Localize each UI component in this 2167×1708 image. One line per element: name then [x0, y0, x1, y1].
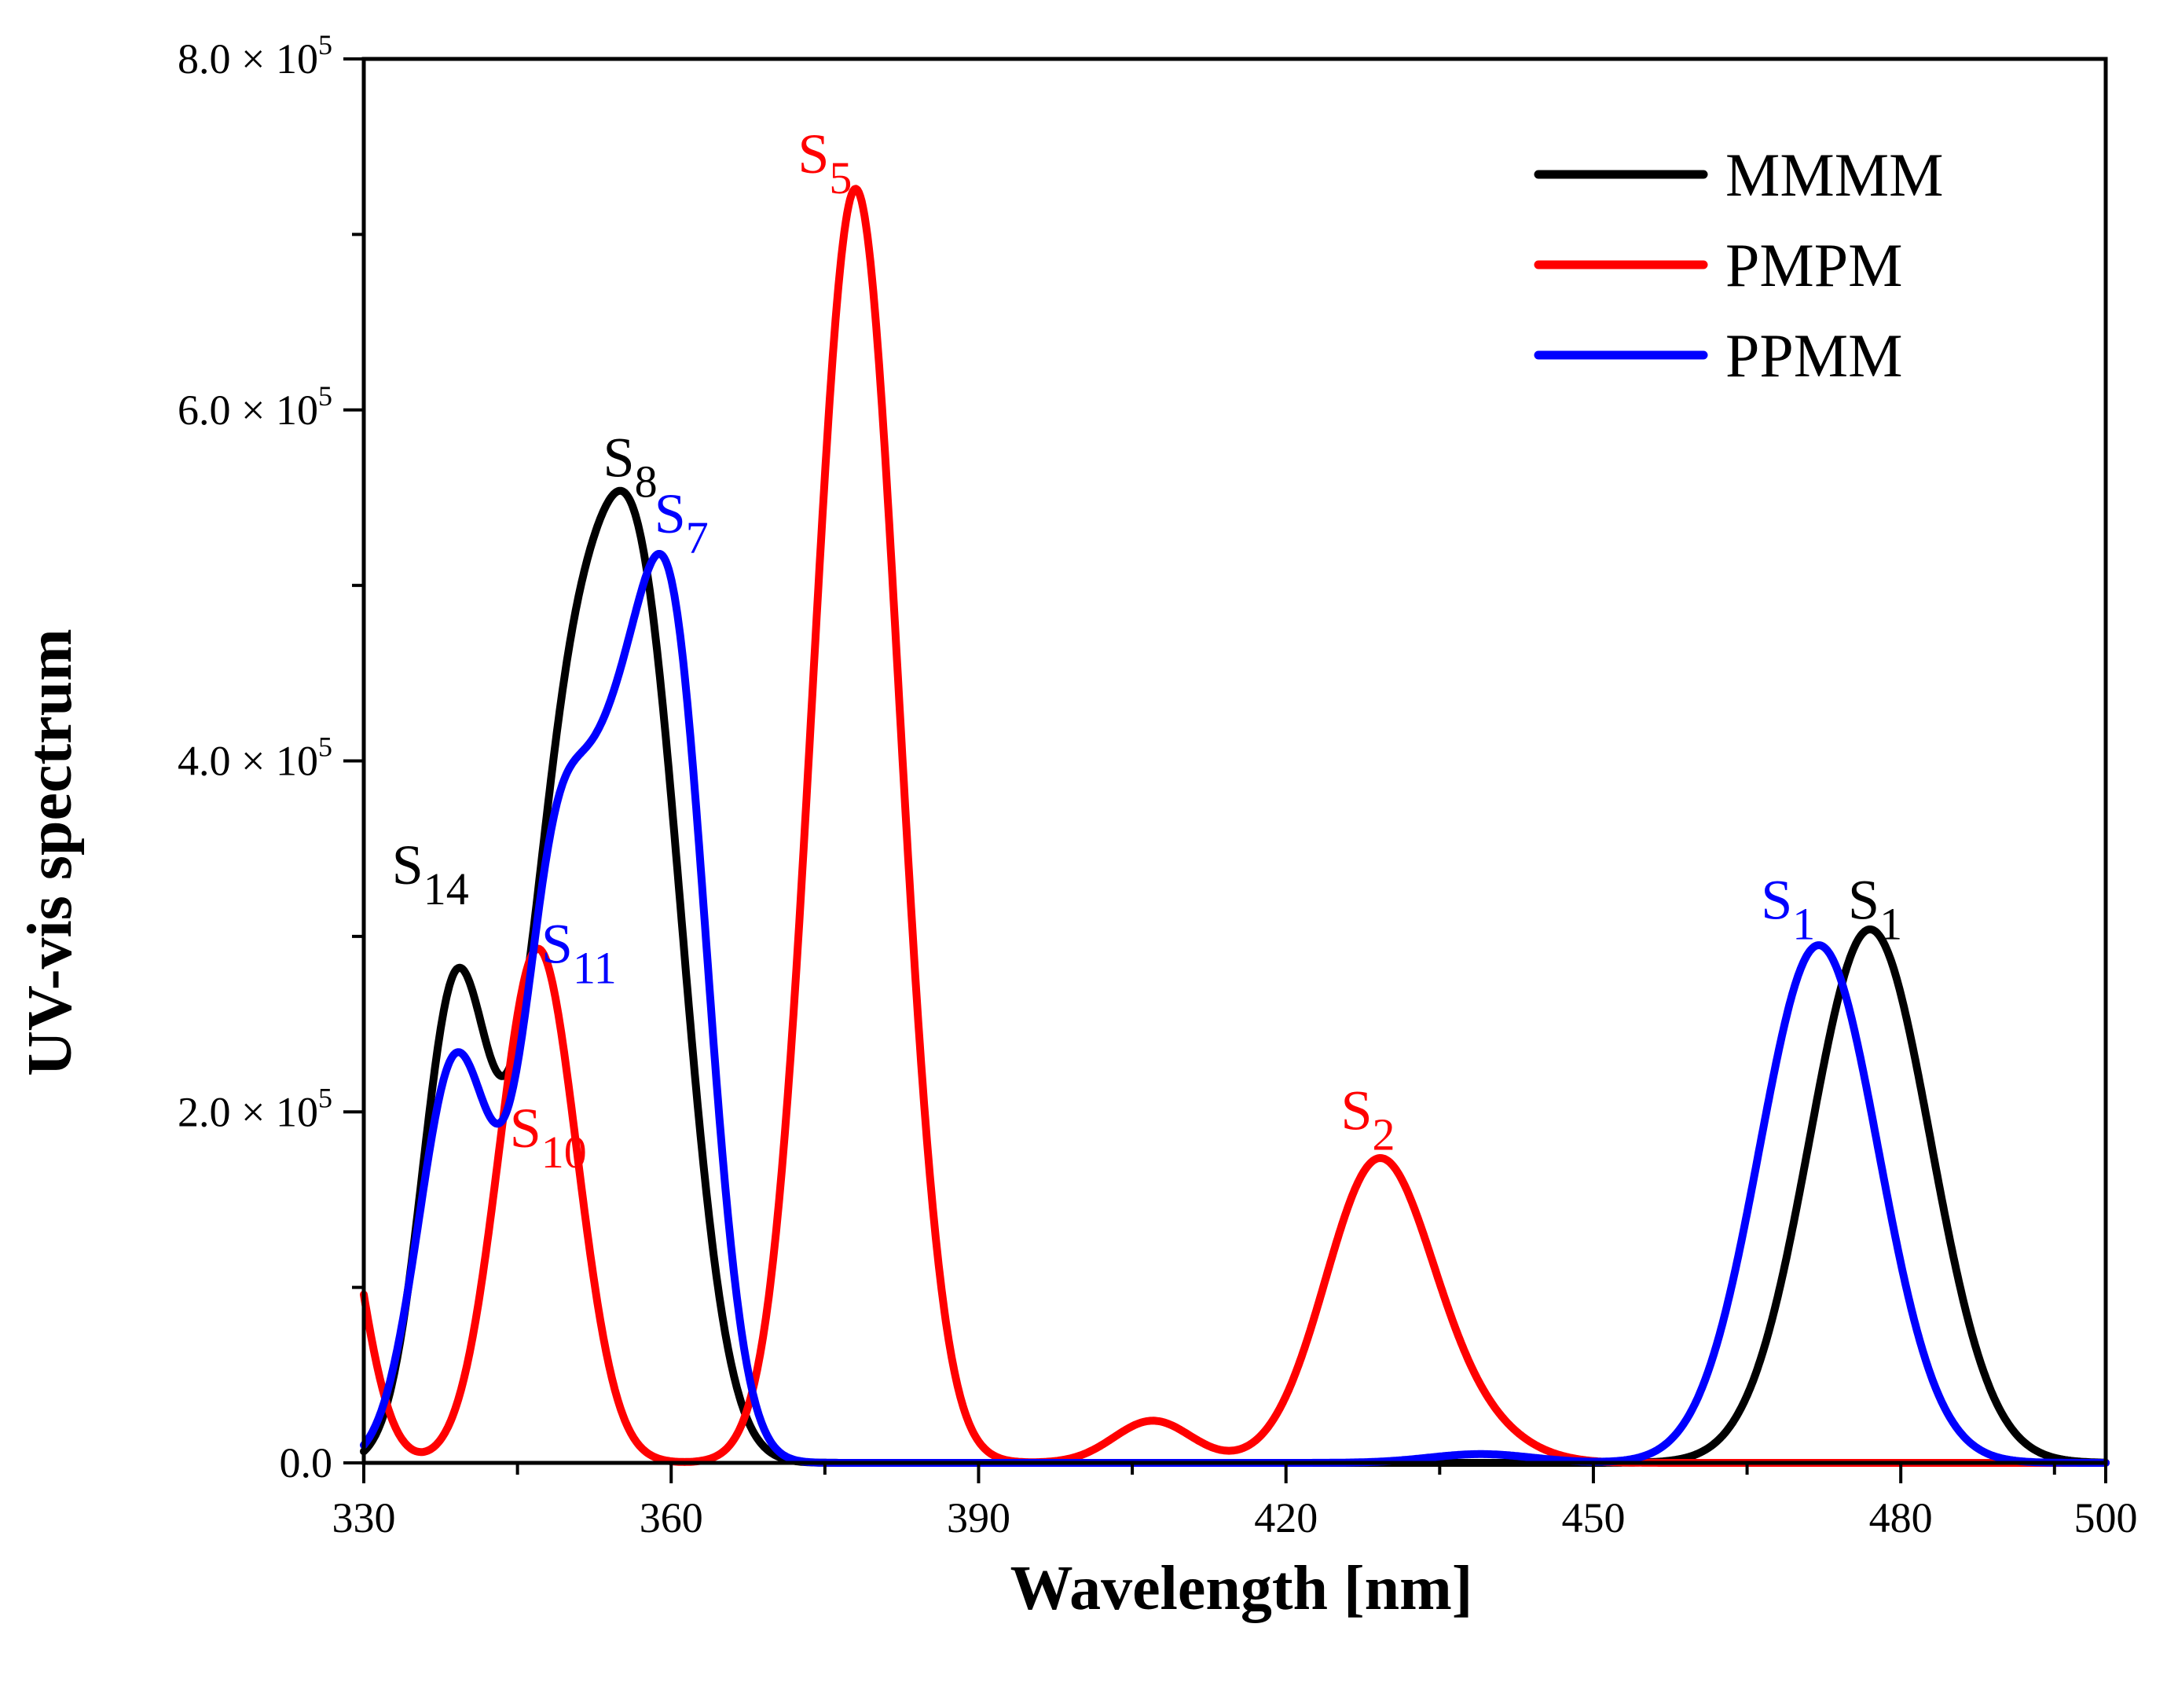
x-tick-label: 390	[947, 1494, 1010, 1541]
legend: MMMM PMPM PPMM	[1534, 141, 1943, 390]
x-tick-label: 480	[1869, 1494, 1933, 1541]
x-axis-title: Wavelength [nm]	[1010, 1554, 1473, 1623]
x-tick-label: 450	[1561, 1494, 1625, 1541]
peak-label-s5: S5	[798, 123, 852, 203]
y-tick-label: 6.0 × 105	[178, 380, 332, 434]
legend-label-pmpm: PMPM	[1725, 231, 1902, 299]
legend-label-ppmm: PPMM	[1725, 321, 1902, 390]
peak-label-s2: S2	[1341, 1079, 1395, 1160]
peak-label-s1: S1	[1848, 869, 1902, 950]
peak-label-s10: S10	[510, 1097, 587, 1178]
y-tick-label: 8.0 × 105	[178, 29, 332, 82]
y-axis-title: UV-vis spectrum	[16, 629, 85, 1076]
y-tick-label: 2.0 × 105	[178, 1082, 332, 1135]
x-tick-label: 330	[332, 1494, 396, 1541]
y-tick-label: 4.0 × 105	[178, 731, 332, 785]
y-tick-label: 0.0	[280, 1439, 333, 1486]
x-tick-label: 360	[640, 1494, 703, 1541]
peak-label-s14: S14	[392, 834, 469, 914]
peak-label-s7: S7	[654, 482, 709, 563]
legend-label-mmmm: MMMM	[1725, 141, 1943, 209]
x-tick-label: 420	[1254, 1494, 1318, 1541]
x-tick-label: 500	[2074, 1494, 2138, 1541]
peak-label-s8: S8	[603, 427, 658, 508]
axis-ticks: 330 360 390 420 450 480 500 0.0 2.0 × 105 4.0 × 1…	[178, 29, 2137, 1541]
peak-label-s1: S1	[1761, 869, 1815, 950]
peak-label-s11: S11	[541, 912, 617, 993]
